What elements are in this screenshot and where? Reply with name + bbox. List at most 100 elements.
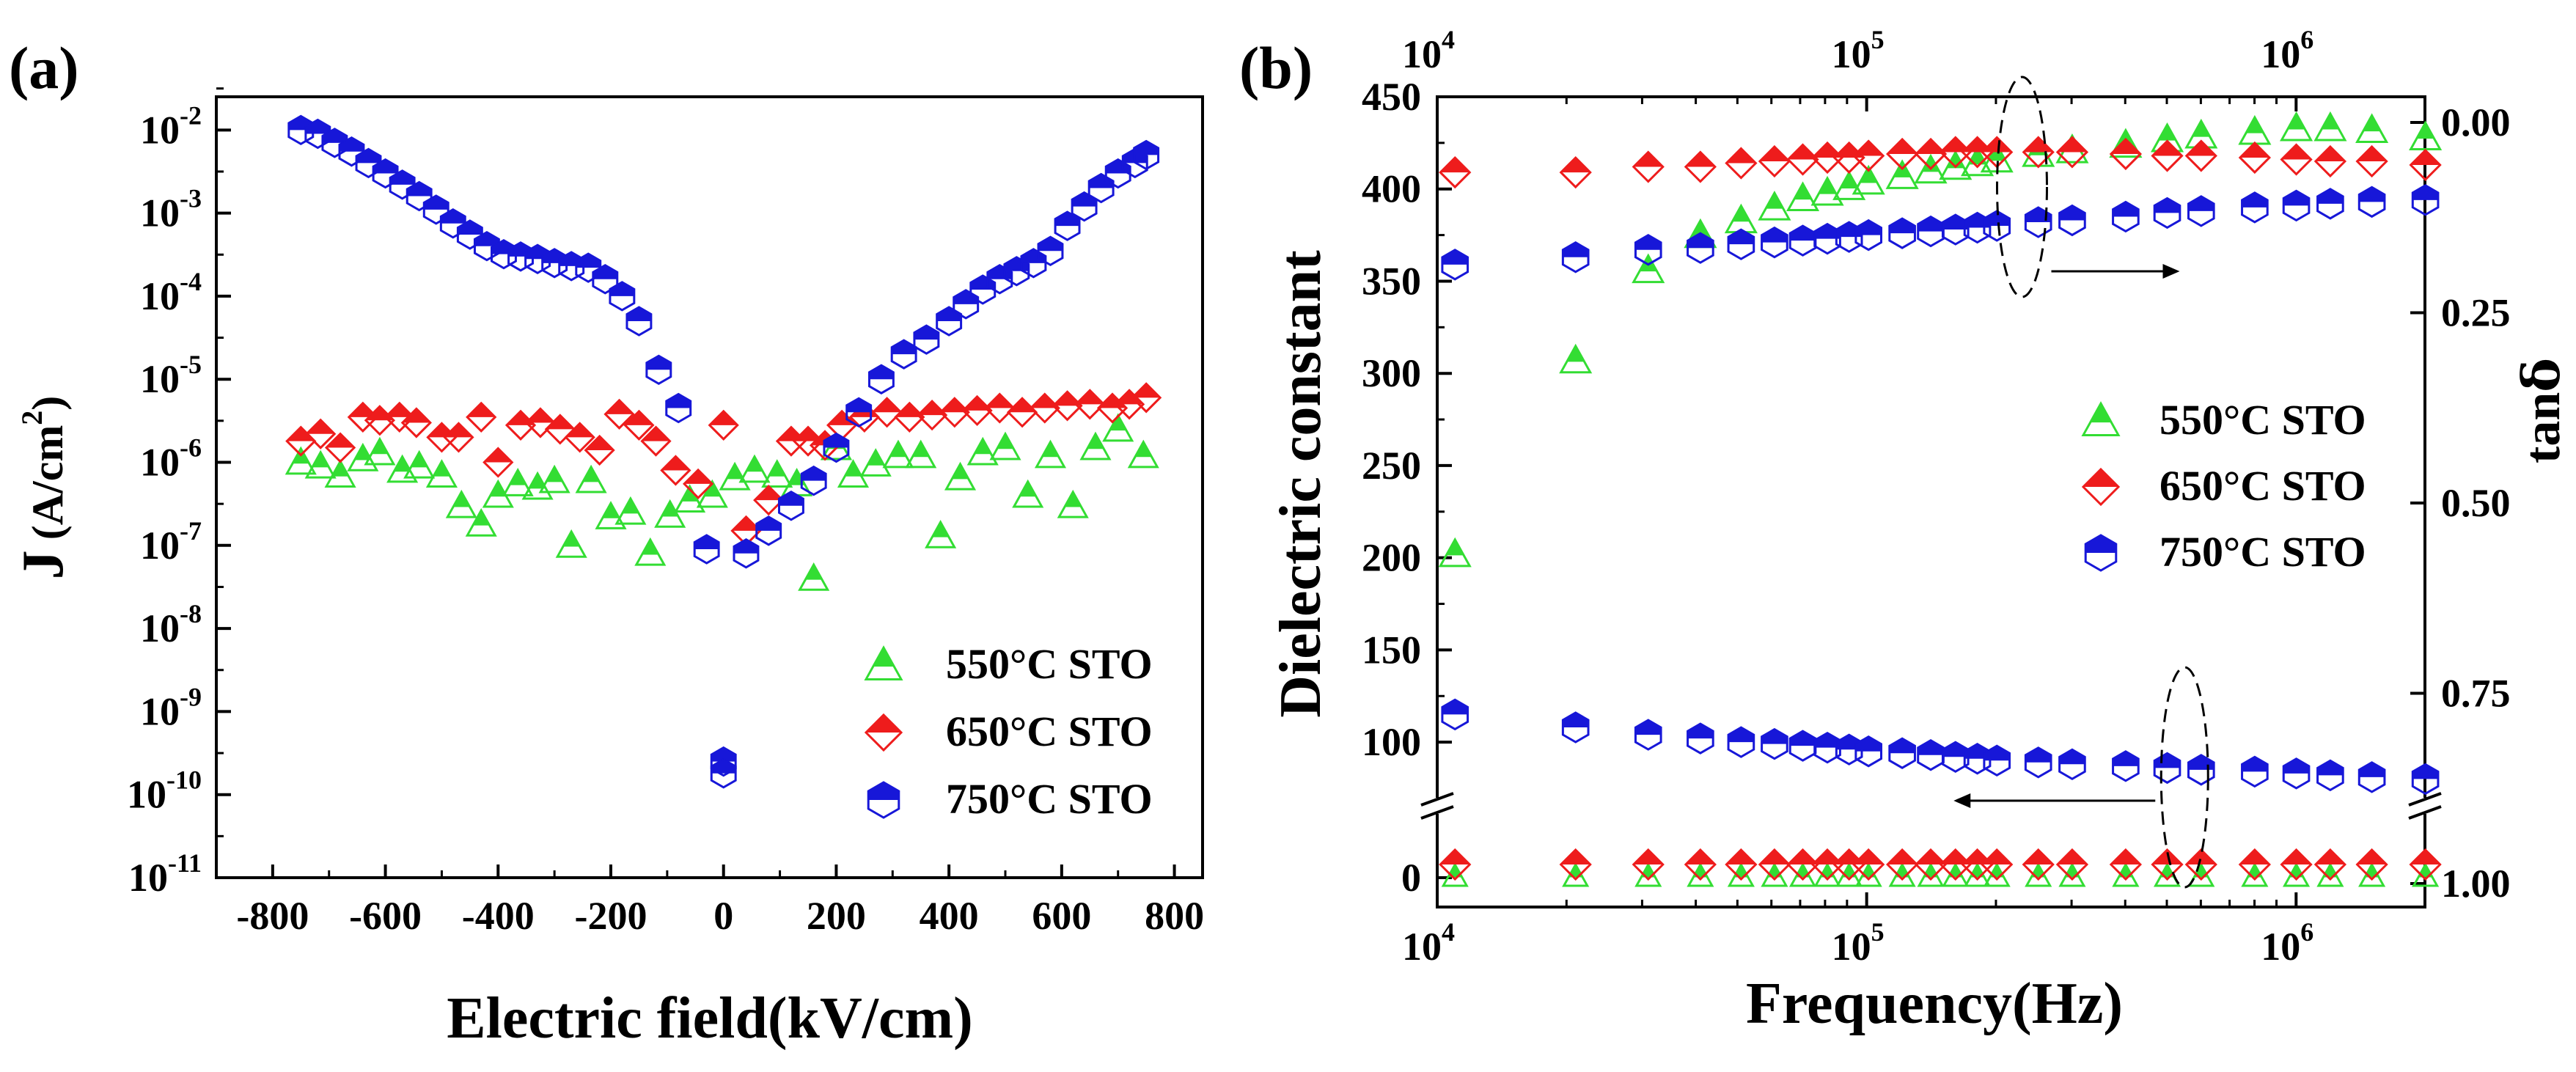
panel-b-lower-point-hexagon [2058, 748, 2086, 781]
panel-a-y-label-unit: (A/cm [23, 425, 72, 540]
panel-b-tan-point-triangle [2283, 862, 2311, 887]
panel-b-tan-point-triangle [1634, 862, 1662, 887]
panel-b-tan-point-triangle [1761, 862, 1788, 887]
panel-a-point-hexagon [1104, 158, 1131, 189]
panel-b-x-tick-label: 104 [1402, 917, 1455, 969]
panel-a-x-tick-label: 0 [713, 894, 733, 938]
panel-b-point-hexagon [1761, 226, 1788, 259]
panel-b-point-hexagon [1854, 219, 1883, 252]
panel-b-point-hexagon [2357, 186, 2386, 219]
panel-b-dashed-ellipse [2159, 666, 2209, 889]
panel-a-x-tick-label: 200 [807, 894, 866, 938]
panel-b-tan-point-triangle [1441, 862, 1469, 887]
panel-a-point-diamond [792, 425, 824, 457]
panel-a-y-tick-label: 10-4 [140, 267, 202, 318]
panel-a-y-tick-label: 10-7 [140, 516, 202, 568]
panel-a-point-hexagon [355, 147, 382, 179]
panel-a-point-triangle [1127, 439, 1159, 469]
panel-a-point-diamond [584, 434, 615, 466]
svg-text:tanδ: tanδ [2511, 358, 2572, 463]
panel-b-left-y-tick-label: 150 [1362, 628, 1421, 672]
panel-b-left-y-tick-label: 400 [1362, 167, 1421, 211]
panel-a-y-tick-label: 10-6 [140, 433, 202, 485]
panel-a-point-hexagon [665, 392, 692, 424]
panel-a-point-triangle [837, 459, 870, 488]
panel-b-lower-point-hexagon [2153, 752, 2181, 785]
panel-b-tan-point-diamond [1886, 848, 1919, 881]
panel-b-break-mark [1420, 792, 1454, 807]
panel-b-arrow-left-head [1953, 793, 1971, 808]
panel-b-point-diamond [1725, 147, 1758, 180]
panel-a-point-hexagon [338, 136, 365, 167]
panel-a-point-triangle [798, 562, 830, 591]
panel-a-point-diamond [1029, 392, 1060, 424]
panel-b-lower-point-hexagon [2357, 761, 2386, 793]
panel-b-point-hexagon [1687, 232, 1714, 264]
panel-b-right-y-axis-label: tanδ [2511, 358, 2572, 463]
panel-b-point-hexagon [2024, 206, 2052, 238]
panel-a-point-hexagon [389, 169, 416, 200]
panel-b-point-triangle [1810, 175, 1844, 206]
panel-a-point-diamond [443, 422, 474, 453]
panel-b-top-ticks: 104 105 106 [1402, 25, 2313, 111]
panel-a-point-diamond [544, 414, 576, 445]
panel-b-left-y-tick-label: 200 [1362, 536, 1421, 580]
panel-a-x-tick-label: 800 [1145, 894, 1204, 938]
panel-a-point-hexagon [473, 230, 500, 262]
panel-b-tan-point-diamond [1758, 848, 1791, 881]
panel-b-point-diamond [2355, 144, 2388, 178]
panel-a-point-hexagon [777, 491, 804, 521]
panel-a-point-hexagon [372, 158, 399, 189]
panel-a-y-label-sup: 2 [15, 411, 48, 425]
panel-b-tan-point-diamond [2109, 848, 2143, 881]
panel-a-point-diamond [347, 401, 378, 433]
panel-a-point-hexagon [456, 219, 483, 250]
panel-b-legend-marker [2081, 401, 2121, 436]
panel-b-tan-point-diamond [1939, 848, 1972, 881]
panel-b-right-y-tick-label: 1.00 [2441, 862, 2511, 906]
panel-a-point-triangle [403, 449, 436, 479]
panel-b-point-diamond [1758, 144, 1791, 178]
panel-a-y-tick-label: 10-3 [140, 184, 202, 235]
panel-b-x-axis-label: Frequency(Hz) [1746, 972, 2123, 1036]
panel-b-break-mark [2408, 792, 2442, 807]
panel-b-right-y-tick-label: 0.50 [2441, 481, 2511, 525]
panel-a-point-hexagon [890, 339, 917, 370]
panel-a-y-tick-label: 10-8 [140, 599, 202, 650]
panel-a-y-label-main: J [11, 550, 76, 579]
panel-a-point-diamond [482, 447, 514, 478]
panel-b-point-triangle [1559, 343, 1593, 374]
panel-b-point-diamond [1832, 141, 1865, 175]
panel-b-lower-point-hexagon [1441, 698, 1469, 731]
panel-b-annotations [1953, 76, 2209, 889]
panel-b-tan-point-triangle [1788, 862, 1817, 887]
panel-a-y-axis-label: J (A/cm2) [11, 396, 76, 580]
panel-b-lower-point-hexagon [2316, 759, 2344, 792]
panel-b-right-y-tick-label: 0.25 [2441, 291, 2511, 335]
panel-b-point-triangle [1438, 537, 1472, 568]
panel-b-lower-point-hexagon [1917, 739, 1945, 771]
panel-b-tan-point-triangle [2058, 862, 2086, 887]
panel-b-point-hexagon [1888, 217, 1916, 249]
panel-b-tan-point-triangle [1888, 862, 1916, 887]
panel-a-point-hexagon [969, 274, 997, 305]
panel-a-point-diamond [916, 400, 948, 431]
panel-b-tan-point-diamond [2355, 848, 2388, 881]
panel-a-point-triangle [1034, 439, 1067, 469]
panel-b-point-diamond [1559, 155, 1592, 189]
panel-b-tan-point-triangle [2025, 862, 2052, 887]
panel-a-point-triangle [575, 464, 607, 493]
panel-a-point-diamond [324, 432, 356, 463]
panel-b-point-diamond [2055, 136, 2089, 169]
panel-a-point-diamond [623, 409, 655, 441]
panel-a-point-triangle [674, 484, 706, 513]
panel-b-x-tick-label: 106 [2261, 917, 2313, 969]
panel-b-lower-point-hexagon [2024, 746, 2052, 779]
panel-b-point-hexagon [2411, 184, 2440, 216]
panel-b-right-y-tick-label: 0.75 [2441, 672, 2511, 716]
panel-b-point-diamond [2184, 139, 2217, 172]
panel-a-x-tick-label: -400 [462, 894, 535, 938]
panel-b-tan-point-diamond [1725, 848, 1758, 881]
panel-b-lower-point-hexagon [1561, 711, 1590, 744]
panel-b-left-y-tick-label: 350 [1362, 259, 1421, 303]
